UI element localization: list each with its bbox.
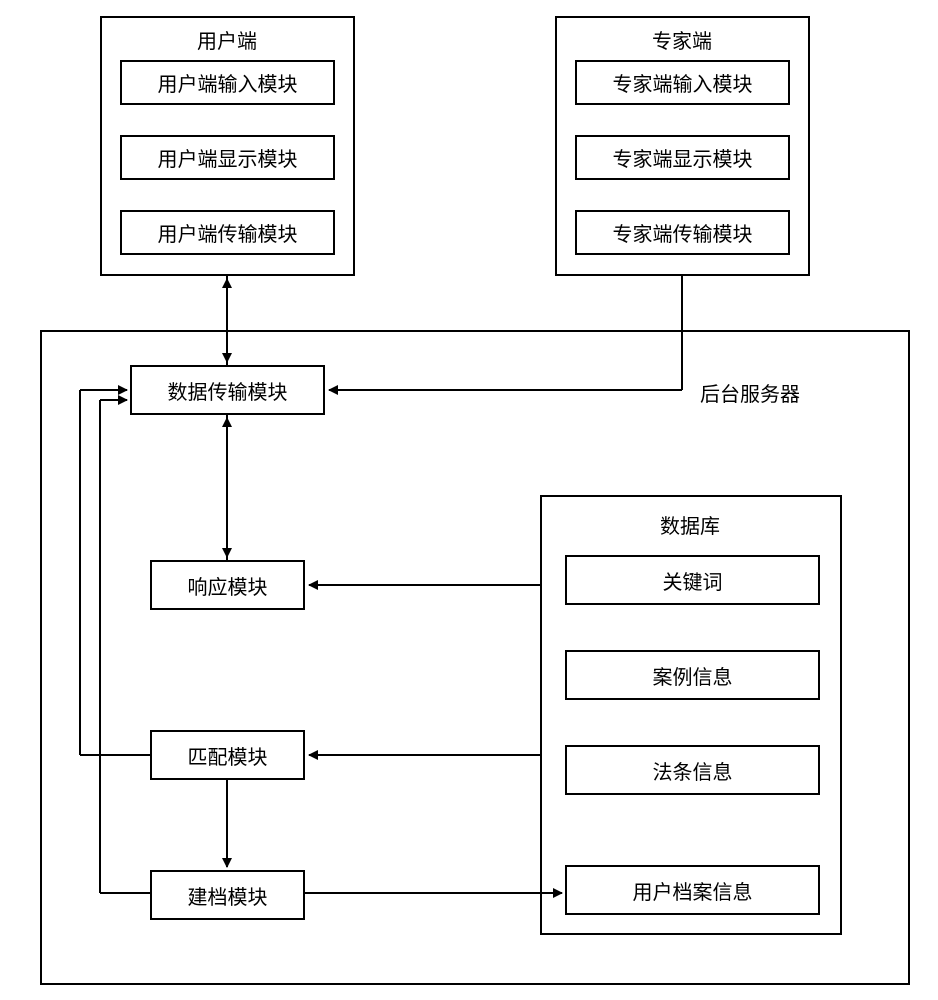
user-display-module: 用户端显示模块 bbox=[120, 135, 335, 180]
expert-transfer-module: 专家端传输模块 bbox=[575, 210, 790, 255]
db-keyword-label: 关键词 bbox=[663, 566, 723, 595]
db-keyword: 关键词 bbox=[565, 555, 820, 605]
user-input-module: 用户端输入模块 bbox=[120, 60, 335, 105]
user-side-title: 用户端 bbox=[197, 25, 257, 54]
expert-side-title: 专家端 bbox=[652, 25, 712, 54]
db-law: 法条信息 bbox=[565, 745, 820, 795]
archive-module: 建档模块 bbox=[150, 870, 305, 920]
expert-input-label: 专家端输入模块 bbox=[613, 68, 753, 97]
server-title: 后台服务器 bbox=[700, 378, 800, 407]
db-case-label: 案例信息 bbox=[653, 661, 733, 690]
expert-transfer-label: 专家端传输模块 bbox=[613, 218, 753, 247]
match-label: 匹配模块 bbox=[188, 741, 268, 770]
db-userfile: 用户档案信息 bbox=[565, 865, 820, 915]
db-law-label: 法条信息 bbox=[653, 756, 733, 785]
user-transfer-label: 用户端传输模块 bbox=[158, 218, 298, 247]
response-module: 响应模块 bbox=[150, 560, 305, 610]
user-display-label: 用户端显示模块 bbox=[158, 143, 298, 172]
expert-input-module: 专家端输入模块 bbox=[575, 60, 790, 105]
diagram-canvas: 用户端 用户端输入模块 用户端显示模块 用户端传输模块 专家端 专家端输入模块 … bbox=[0, 0, 938, 1000]
expert-display-label: 专家端显示模块 bbox=[613, 143, 753, 172]
data-transfer-label: 数据传输模块 bbox=[168, 376, 288, 405]
archive-label: 建档模块 bbox=[188, 881, 268, 910]
user-transfer-module: 用户端传输模块 bbox=[120, 210, 335, 255]
db-userfile-label: 用户档案信息 bbox=[633, 876, 753, 905]
db-case: 案例信息 bbox=[565, 650, 820, 700]
response-label: 响应模块 bbox=[188, 571, 268, 600]
database-title: 数据库 bbox=[660, 510, 720, 539]
match-module: 匹配模块 bbox=[150, 730, 305, 780]
expert-display-module: 专家端显示模块 bbox=[575, 135, 790, 180]
user-input-label: 用户端输入模块 bbox=[158, 68, 298, 97]
data-transfer-module: 数据传输模块 bbox=[130, 365, 325, 415]
